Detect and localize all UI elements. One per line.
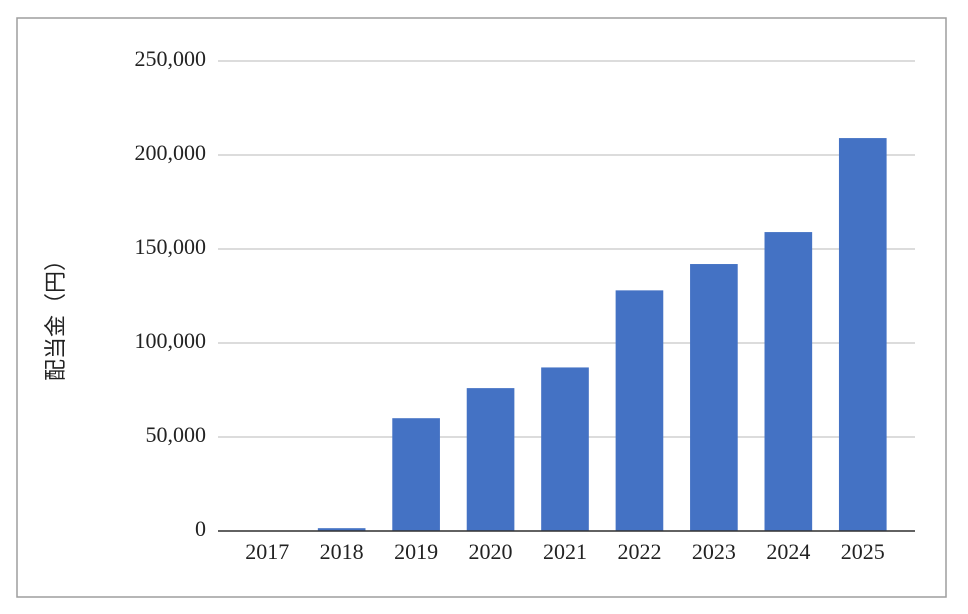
bar (690, 264, 738, 531)
bar (317, 528, 366, 531)
x-tick-label: 2023 (692, 539, 736, 564)
bar (541, 367, 589, 531)
y-tick-label: 150,000 (135, 234, 207, 259)
bar (838, 138, 887, 531)
y-tick-label: 50,000 (146, 422, 207, 447)
y-axis-label: 配当金（円） (43, 249, 68, 381)
x-tick-label: 2022 (617, 539, 661, 564)
x-tick-label: 2021 (543, 539, 587, 564)
y-tick-label: 200,000 (135, 140, 207, 165)
y-tick-label: 0 (195, 516, 206, 541)
bar (466, 388, 515, 531)
x-tick-label: 2025 (841, 539, 885, 564)
y-tick-label: 250,000 (135, 46, 207, 71)
y-tick-label: 100,000 (135, 328, 207, 353)
bar (615, 290, 664, 531)
x-tick-label: 2018 (320, 539, 364, 564)
x-tick-label: 2017 (245, 539, 289, 564)
x-tick-label: 2019 (394, 539, 438, 564)
x-tick-label: 2020 (469, 539, 513, 564)
bar (392, 418, 440, 531)
x-tick-label: 2024 (766, 539, 810, 564)
bar (764, 232, 813, 531)
